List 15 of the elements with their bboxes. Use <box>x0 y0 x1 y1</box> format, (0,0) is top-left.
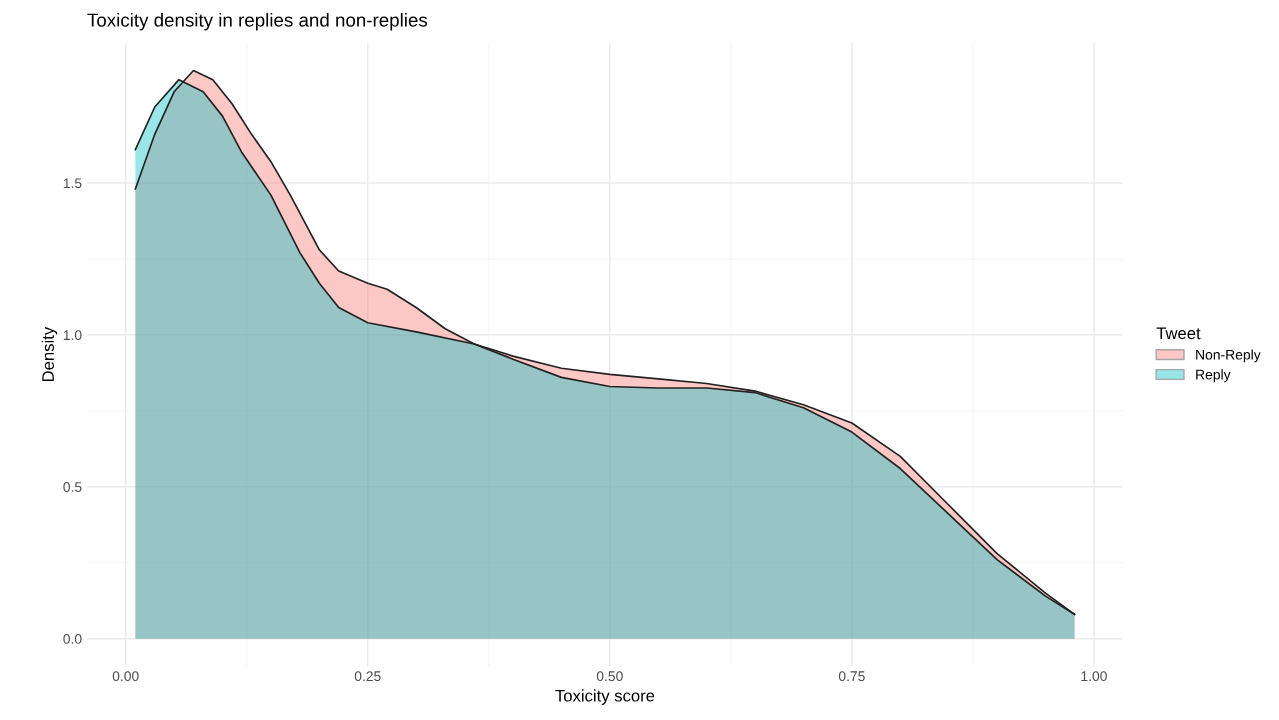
y-tick-label: 1.0 <box>63 330 82 341</box>
y-axis-title: Density <box>41 326 58 382</box>
y-tick-label: 1.5 <box>63 178 82 189</box>
x-axis-title: Toxicity score <box>555 689 655 705</box>
legend-label: Reply <box>1196 369 1231 383</box>
y-tick-label: 0.0 <box>63 633 82 644</box>
x-tick-label: 1.00 <box>1081 671 1107 682</box>
chart-title: Toxicity density in replies and non-replies <box>87 12 428 31</box>
legend-label: Non-Reply <box>1196 349 1261 363</box>
x-tick-label: 0.75 <box>838 671 865 682</box>
x-tick-label: 0.00 <box>112 671 139 682</box>
x-tick-label: 0.50 <box>596 671 623 682</box>
legend-title: Tweet <box>1156 327 1201 340</box>
y-tick-label: 0.5 <box>63 482 82 492</box>
x-tick-label: 0.25 <box>354 671 381 682</box>
